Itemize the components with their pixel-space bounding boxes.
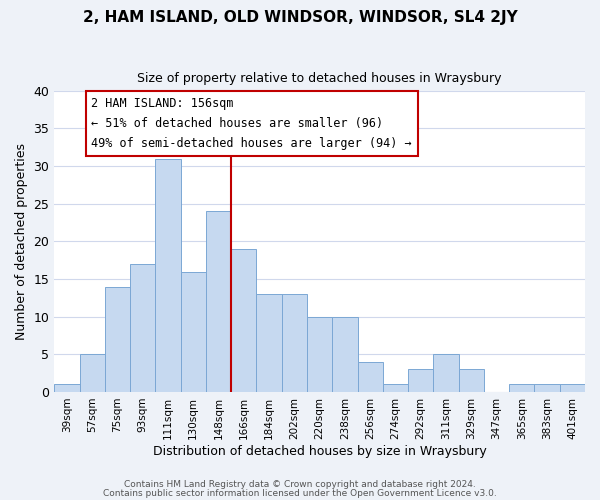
Bar: [80, 354, 105, 392]
Bar: [181, 272, 206, 392]
Bar: [383, 384, 408, 392]
Bar: [256, 294, 282, 392]
Bar: [458, 370, 484, 392]
Bar: [433, 354, 458, 392]
Bar: [535, 384, 560, 392]
Bar: [332, 316, 358, 392]
Bar: [130, 264, 155, 392]
Bar: [231, 249, 256, 392]
Bar: [358, 362, 383, 392]
Text: 2 HAM ISLAND: 156sqm
← 51% of detached houses are smaller (96)
49% of semi-detac: 2 HAM ISLAND: 156sqm ← 51% of detached h…: [91, 97, 412, 150]
Y-axis label: Number of detached properties: Number of detached properties: [15, 143, 28, 340]
X-axis label: Distribution of detached houses by size in Wraysbury: Distribution of detached houses by size …: [153, 444, 487, 458]
Bar: [54, 384, 80, 392]
Bar: [206, 212, 231, 392]
Bar: [282, 294, 307, 392]
Text: Contains HM Land Registry data © Crown copyright and database right 2024.: Contains HM Land Registry data © Crown c…: [124, 480, 476, 489]
Bar: [155, 158, 181, 392]
Bar: [105, 286, 130, 392]
Bar: [408, 370, 433, 392]
Title: Size of property relative to detached houses in Wraysbury: Size of property relative to detached ho…: [137, 72, 502, 86]
Text: 2, HAM ISLAND, OLD WINDSOR, WINDSOR, SL4 2JY: 2, HAM ISLAND, OLD WINDSOR, WINDSOR, SL4…: [83, 10, 517, 25]
Bar: [307, 316, 332, 392]
Bar: [509, 384, 535, 392]
Bar: [560, 384, 585, 392]
Text: Contains public sector information licensed under the Open Government Licence v3: Contains public sector information licen…: [103, 488, 497, 498]
